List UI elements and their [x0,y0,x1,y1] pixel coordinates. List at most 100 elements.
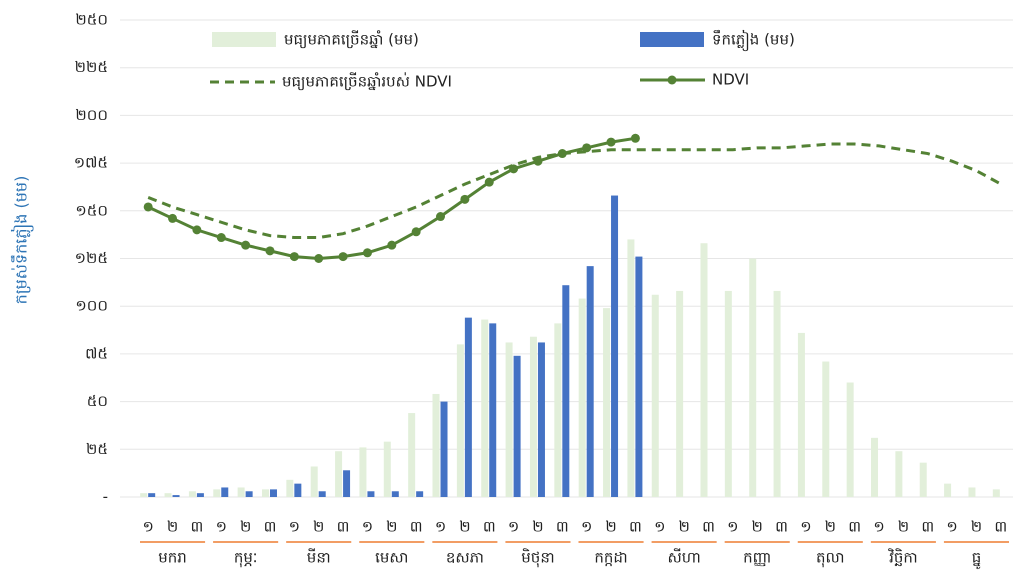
bar [464,317,472,497]
x-tick-label: ៣ [775,518,788,536]
line-marker [192,225,202,235]
month-label: មិថុនា [521,548,554,568]
x-tick-label: ២ [459,518,470,536]
bar [294,483,302,497]
month-label: មករា [158,549,187,567]
bar [651,294,659,497]
bar [140,493,148,497]
bar [335,451,343,497]
month-label: ឧសភា [446,549,484,567]
x-tick-label: ៣ [702,518,715,536]
bar [846,382,854,497]
line-marker [241,240,251,250]
y-tick-label: ២៥ [86,440,108,458]
line-marker [533,156,543,166]
x-tick-label: ២ [752,518,763,536]
month-label: វិច្ឆិកា [888,548,918,567]
x-tick-label: ៣ [264,518,277,536]
x-tick-label: ៣ [556,518,569,536]
bar [797,332,805,497]
x-tick-label: ២ [532,518,543,536]
month-label: មេសា [375,549,408,567]
line-marker [289,252,299,262]
bar [148,493,156,497]
bar [895,451,903,497]
x-tick-label: ៣ [629,518,642,536]
bar [968,487,976,497]
x-tick-label: ១ [289,518,300,536]
y-tick-label: ២០០ [75,106,108,124]
y-tick-label: ១៧៥ [74,154,108,172]
bar [537,342,545,497]
bar [416,491,424,497]
x-tick-label: ៣ [410,518,423,536]
line-marker [314,254,324,263]
legend-swatch [212,32,276,47]
month-label: កញ្ញា [743,549,771,567]
month-label: សីហា [667,548,700,567]
bar [221,487,229,497]
line-marker [411,227,421,237]
bar [383,441,391,497]
x-tick-label: ២ [678,518,689,536]
bar [513,355,521,497]
x-tick-label: ២ [898,518,909,536]
bar [586,266,594,497]
bar [749,258,757,497]
bar [188,491,196,497]
x-tick-label: ១ [800,518,811,536]
bar [481,319,489,497]
bar [318,491,326,497]
x-tick-label: ៣ [337,518,350,536]
bar [269,489,277,497]
x-tick-label: ២ [386,518,397,536]
line-marker [582,143,592,153]
x-tick-label: ២ [240,518,251,536]
y-tick-label: ២៥០ [75,11,108,29]
legend-label: ទឹកភ្លៀង (មម) [712,30,795,52]
month-label: កុម្ភៈ [234,549,258,568]
bar [391,491,399,497]
bar [529,336,537,497]
line-marker [168,213,178,223]
y-tick-label: ១២៥ [75,249,108,267]
bar [603,308,611,497]
y-tick-label: ៧៥ [85,344,108,362]
bar [261,489,269,497]
bar [408,413,416,497]
bar [627,239,635,498]
x-tick-label: ១ [873,518,884,536]
bar [554,323,562,497]
bar [611,195,619,497]
bar [489,323,497,497]
bar [635,256,643,497]
line-marker [436,212,446,222]
bar [456,344,464,497]
month-label: ធ្នូ [972,549,982,570]
bar [343,470,351,497]
legend-label: មធ្យមភាគច្រើនឆ្នាំរបស់ NDVI [282,72,452,91]
x-tick-label: ១ [581,518,592,536]
line-marker [143,202,153,212]
x-tick-label: ១ [727,518,738,536]
month-label: កក្កដា [594,549,627,567]
bar [359,447,367,497]
legend-swatch [640,32,704,47]
bar [822,361,830,497]
y-tick-label: ១០០ [75,297,108,315]
x-tick-label: ១ [362,518,373,536]
bar [578,298,586,497]
bar [676,290,684,497]
x-tick-label: ៣ [190,518,203,536]
bar [871,437,879,497]
bar [724,290,732,497]
line-marker [606,137,616,147]
bar [562,285,570,497]
y-tick-label: ១៥០ [75,201,108,219]
bar [196,493,204,497]
bar [773,290,781,497]
y-tick-label: - [103,488,108,506]
line-marker [557,149,567,159]
bar [432,393,440,497]
